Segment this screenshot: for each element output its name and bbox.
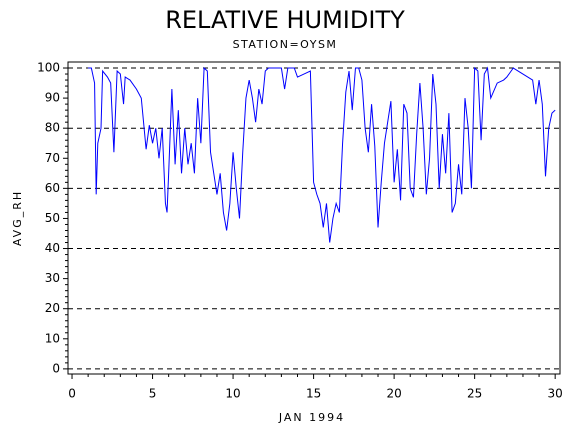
- y-tick-label: 100: [37, 61, 60, 75]
- y-tick-label: 80: [45, 121, 60, 135]
- x-tick-label: 10: [225, 387, 240, 401]
- y-tick-label: 60: [45, 181, 60, 195]
- x-tick-label: 5: [149, 387, 157, 401]
- y-tick-label: 0: [52, 361, 60, 375]
- x-tick-label: 0: [68, 387, 76, 401]
- chart-title: RELATIVE HUMIDITY: [165, 6, 405, 34]
- x-tick-label: 30: [548, 387, 563, 401]
- x-axis-label: JAN 1994: [278, 411, 345, 424]
- chart-subtitle: STATION=OYSM: [233, 38, 338, 51]
- y-tick-label: 30: [45, 271, 60, 285]
- data-line: [88, 66, 556, 243]
- y-tick-label: 40: [45, 241, 60, 255]
- y-tick-label: 50: [45, 211, 60, 225]
- y-tick-label: 90: [45, 91, 60, 105]
- y-axis-label: AVG_RH: [11, 190, 24, 246]
- y-tick-label: 20: [45, 301, 60, 315]
- y-tick-label: 10: [45, 331, 60, 345]
- x-tick-label: 25: [467, 387, 482, 401]
- y-tick-label: 70: [45, 151, 60, 165]
- x-tick-label: 15: [306, 387, 321, 401]
- x-tick-label: 20: [386, 387, 401, 401]
